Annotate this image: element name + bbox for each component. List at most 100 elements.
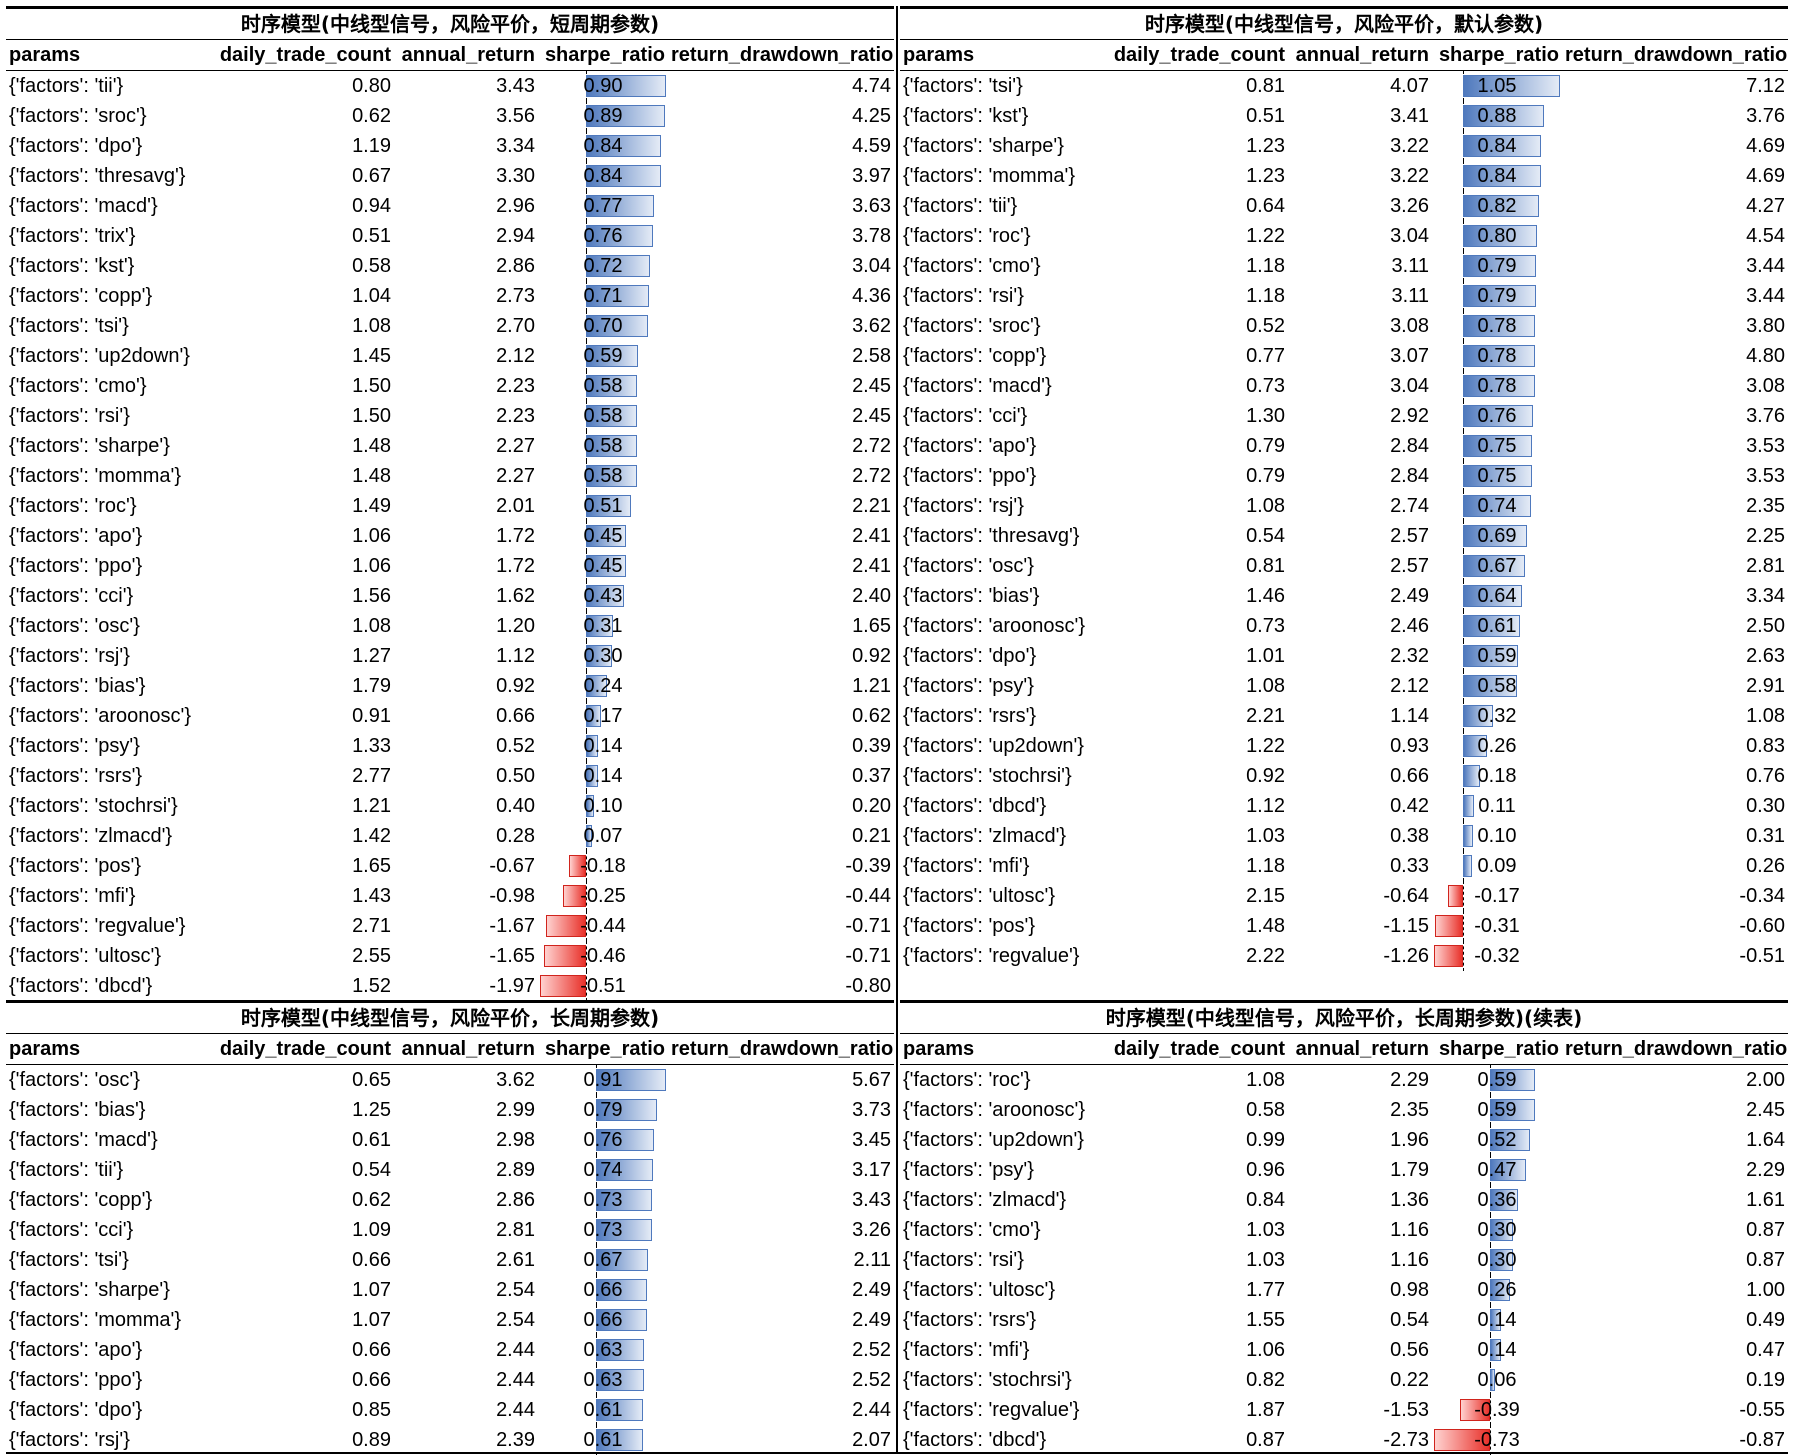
params-cell: {'factors': 'psy'} [9, 734, 140, 757]
table-row: {'factors': 'apo'} 0.66 2.44 0.63 2.52 [6, 1335, 894, 1365]
return-drawdown-ratio-cell: 1.61 [1746, 1188, 1785, 1211]
daily-trade-count-cell: 1.25 [352, 1098, 391, 1121]
header-row: params daily_trade_count annual_return shar… [6, 40, 894, 71]
annual-return-cell: 2.44 [496, 1398, 535, 1421]
sharpe-value: 1.05 [1477, 74, 1517, 97]
column-header-params: params [900, 1034, 1108, 1065]
return-drawdown-ratio-cell: -0.71 [845, 944, 891, 967]
sharpe-bar [546, 915, 586, 937]
sharpe-ratio-cell: 0.17 [538, 701, 668, 731]
sharpe-ratio-cell: 0.71 [538, 281, 668, 311]
sharpe-bar [1463, 135, 1541, 157]
sharpe-bar [596, 1129, 655, 1151]
return-drawdown-ratio-cell: 4.69 [1746, 164, 1785, 187]
annual-return-cell: 2.96 [496, 194, 535, 217]
sharpe-value: 0.14 [1477, 1308, 1517, 1331]
return-drawdown-ratio-cell: 2.00 [1746, 1068, 1785, 1091]
column-header-params: params [900, 40, 1108, 71]
daily-trade-count-cell: 1.77 [1246, 1278, 1285, 1301]
return-drawdown-ratio-cell: 0.87 [1746, 1248, 1785, 1271]
annual-return-cell: 3.22 [1390, 134, 1429, 157]
daily-trade-count-cell: 1.01 [1246, 644, 1285, 667]
params-cell: {'factors': 'rsrs'} [903, 1308, 1037, 1331]
return-drawdown-ratio-cell: 2.40 [852, 584, 891, 607]
return-drawdown-ratio-cell: 3.76 [1746, 404, 1785, 427]
annual-return-cell: 2.99 [496, 1098, 535, 1121]
sharpe-ratio-cell: -0.39 [1432, 1395, 1562, 1425]
sharpe-ratio-cell: 0.69 [1432, 521, 1562, 551]
sharpe-value: 0.17 [583, 704, 623, 727]
table-row: {'factors': 'tsi'} 0.81 4.07 1.05 7.12 [900, 71, 1788, 101]
annual-return-cell: 2.81 [496, 1218, 535, 1241]
params-cell: {'factors': 'ppo'} [903, 464, 1037, 487]
bottom-rule [6, 1452, 1788, 1454]
sharpe-ratio-cell: 0.73 [538, 1185, 668, 1215]
annual-return-cell: 2.89 [496, 1158, 535, 1181]
sharpe-bar [596, 1339, 645, 1361]
annual-return-cell: 0.22 [1390, 1368, 1429, 1391]
annual-return-cell: 1.72 [496, 554, 535, 577]
table-title: 时序模型(中线型信号，风险平价，长周期参数)(续表) [900, 1000, 1788, 1034]
annual-return-cell: 2.84 [1390, 434, 1429, 457]
table-row: {'factors': 'thresavg'} 0.67 3.30 0.84 3.97 [6, 161, 894, 191]
sharpe-value: 0.14 [583, 734, 623, 757]
table-row: {'factors': 'copp'} 0.77 3.07 0.78 4.80 [900, 341, 1788, 371]
sharpe-bar [596, 1159, 653, 1181]
params-cell: {'factors': 'macd'} [903, 374, 1052, 397]
daily-trade-count-cell: 0.66 [352, 1248, 391, 1271]
sharpe-bar [1490, 1369, 1495, 1391]
table-row: {'factors': 'cci'} 1.09 2.81 0.73 3.26 [6, 1215, 894, 1245]
sharpe-ratio-cell: 0.10 [538, 791, 668, 821]
table-row: {'factors': 'rsrs'} 2.21 1.14 0.32 1.08 [900, 701, 1788, 731]
table-row: {'factors': 'psy'} 1.08 2.12 0.58 2.91 [900, 671, 1788, 701]
table-row: {'factors': 'macd'} 0.61 2.98 0.76 3.45 [6, 1125, 894, 1155]
sharpe-ratio-cell: 0.79 [1432, 251, 1562, 281]
sharpe-value: 0.69 [1477, 524, 1517, 547]
return-drawdown-ratio-cell: 3.08 [1746, 374, 1785, 397]
annual-return-cell: 2.54 [496, 1278, 535, 1301]
params-cell: {'factors': 'ultosc'} [903, 884, 1056, 907]
daily-trade-count-cell: 1.07 [352, 1308, 391, 1331]
params-cell: {'factors': 'bias'} [9, 1098, 146, 1121]
daily-trade-count-cell: 0.81 [1246, 554, 1285, 577]
sharpe-value: 0.58 [583, 434, 623, 457]
params-cell: {'factors': 'cci'} [9, 584, 134, 607]
sharpe-value: 0.70 [583, 314, 623, 337]
params-cell: {'factors': 'up2down'} [9, 344, 190, 367]
daily-trade-count-cell: 0.58 [1246, 1098, 1285, 1121]
sharpe-value: 0.45 [583, 554, 623, 577]
sharpe-ratio-cell: 0.09 [1432, 851, 1562, 881]
params-cell: {'factors': 'dbcd'} [903, 1428, 1047, 1451]
sharpe-ratio-cell: 0.66 [538, 1275, 668, 1305]
params-cell: {'factors': 'zlmacd'} [903, 1188, 1067, 1211]
annual-return-cell: 2.94 [496, 224, 535, 247]
annual-return-cell: 0.50 [496, 764, 535, 787]
sharpe-value: 0.58 [583, 374, 623, 397]
sharpe-value: -0.46 [580, 944, 626, 967]
annual-return-cell: -1.67 [489, 914, 535, 937]
sharpe-value: 0.90 [583, 74, 623, 97]
annual-return-cell: 1.79 [1390, 1158, 1429, 1181]
return-drawdown-ratio-cell: 2.11 [853, 1248, 891, 1271]
sharpe-bar [1460, 1399, 1491, 1421]
annual-return-cell: 0.28 [496, 824, 535, 847]
sharpe-ratio-cell: 0.61 [538, 1395, 668, 1425]
annual-return-cell: 0.92 [496, 674, 535, 697]
sharpe-bar [596, 1249, 648, 1271]
header-row: params daily_trade_count annual_return shar… [6, 1034, 894, 1065]
return-drawdown-ratio-cell: 2.63 [1746, 644, 1785, 667]
table-row: {'factors': 'tii'} 0.64 3.26 0.82 4.27 [900, 191, 1788, 221]
sharpe-value: 0.71 [583, 284, 623, 307]
annual-return-cell: 0.66 [1390, 764, 1429, 787]
sharpe-value: 0.84 [1477, 164, 1517, 187]
annual-return-cell: -1.65 [489, 944, 535, 967]
daily-trade-count-cell: 1.03 [1246, 1248, 1285, 1271]
column-header-daily-trade-count: daily_trade_count [1108, 40, 1288, 71]
daily-trade-count-cell: 1.22 [1246, 224, 1285, 247]
sharpe-ratio-cell: 0.76 [538, 1125, 668, 1155]
daily-trade-count-cell: 0.51 [1246, 104, 1285, 127]
return-drawdown-ratio-cell: 3.44 [1746, 254, 1785, 277]
daily-trade-count-cell: 1.48 [1246, 914, 1285, 937]
annual-return-cell: 2.23 [496, 404, 535, 427]
sharpe-bar [596, 1369, 645, 1391]
